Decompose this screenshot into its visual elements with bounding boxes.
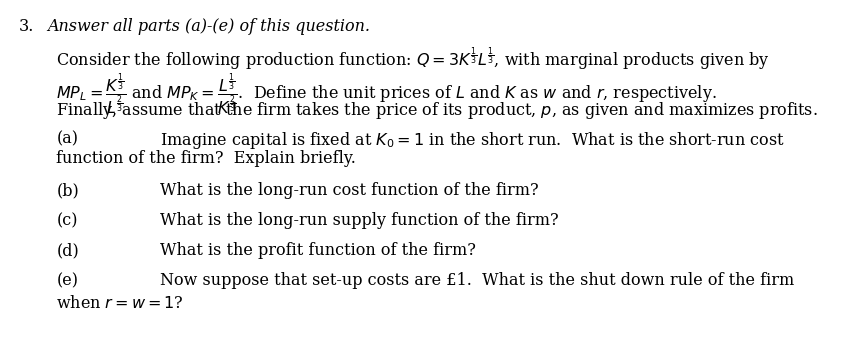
Text: Now suppose that set-up costs are £1.  What is the shut down rule of the firm: Now suppose that set-up costs are £1. Wh… bbox=[160, 272, 795, 289]
Text: Imagine capital is fixed at $K_0 = 1$ in the short run.  What is the short-run c: Imagine capital is fixed at $K_0 = 1$ in… bbox=[160, 130, 786, 151]
Text: Finally, assume that the firm takes the price of its product, $p$, as given and : Finally, assume that the firm takes the … bbox=[56, 100, 818, 121]
Text: 3.: 3. bbox=[19, 18, 35, 35]
Text: (a): (a) bbox=[56, 130, 78, 147]
Text: Consider the following production function: $Q = 3K^{\frac{1}{3}}L^{\frac{1}{3}}: Consider the following production functi… bbox=[56, 46, 770, 73]
Text: (b): (b) bbox=[56, 182, 79, 199]
Text: function of the firm?  Explain briefly.: function of the firm? Explain briefly. bbox=[56, 150, 356, 167]
Text: (c): (c) bbox=[56, 212, 78, 229]
Text: (d): (d) bbox=[56, 242, 79, 259]
Text: (e): (e) bbox=[56, 272, 78, 289]
Text: when $r = w = 1$?: when $r = w = 1$? bbox=[56, 295, 184, 312]
Text: What is the profit function of the firm?: What is the profit function of the firm? bbox=[160, 242, 476, 259]
Text: Answer all parts (a)-(e) of this question.: Answer all parts (a)-(e) of this questio… bbox=[48, 18, 371, 35]
Text: What is the long-run cost function of the firm?: What is the long-run cost function of th… bbox=[160, 182, 539, 199]
Text: $MP_L = \dfrac{K^{\frac{1}{3}}}{L^{\frac{2}{3}}}$ and $MP_K = \dfrac{L^{\frac{1}: $MP_L = \dfrac{K^{\frac{1}{3}}}{L^{\frac… bbox=[56, 72, 717, 117]
Text: What is the long-run supply function of the firm?: What is the long-run supply function of … bbox=[160, 212, 559, 229]
